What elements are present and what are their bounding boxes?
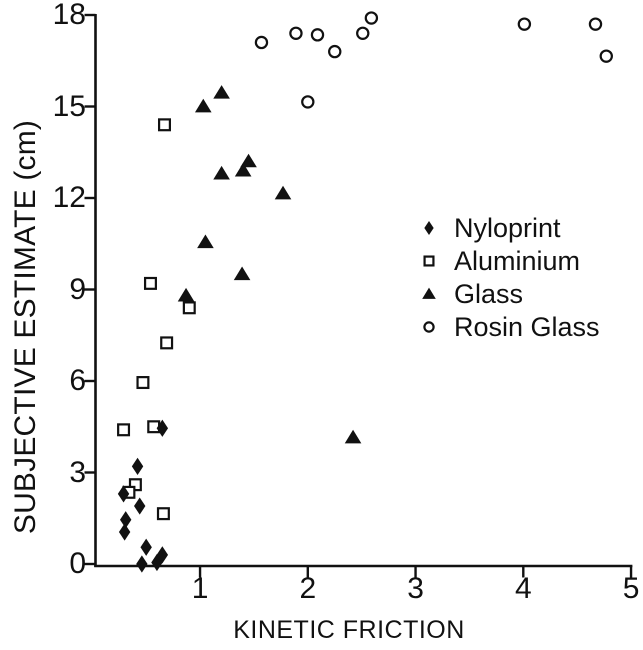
x-tick-label: 4	[514, 572, 532, 605]
legend-marker-open-circle	[423, 321, 435, 333]
point-rosin-glass	[310, 28, 325, 42]
point-glass	[233, 266, 251, 281]
point-rosin-glass	[599, 49, 613, 63]
legend-marker-shape	[423, 321, 435, 333]
y-tick-label: 0	[69, 547, 86, 580]
x-axis-title: KINETIC FRICTION	[233, 616, 465, 644]
legend-label-aluminium: Aluminium	[454, 245, 581, 276]
point-glass	[234, 162, 252, 177]
point-nyloprint	[118, 523, 131, 541]
legend-marker-shape	[424, 220, 434, 236]
y-tick-label: 9	[69, 272, 86, 306]
legend-label-nyloprint: Nyloprint	[454, 212, 561, 243]
x-tick-label: 5	[622, 572, 640, 605]
legend-marker-shape	[422, 287, 436, 299]
legend-item-aluminium: Aluminium	[418, 245, 580, 278]
point-glass	[194, 98, 212, 113]
point-nyloprint	[117, 485, 130, 503]
point-glass	[177, 287, 195, 302]
x-tick-label: 3	[407, 572, 424, 605]
point-nyloprint	[120, 511, 132, 529]
point-rosin-glass	[364, 11, 379, 25]
point-rosin-glass	[289, 26, 303, 40]
y-tick-label: 12	[52, 181, 86, 214]
point-rosin-glass	[517, 17, 532, 31]
point-aluminium	[147, 420, 161, 434]
legend-marker-filled-triangle	[422, 287, 436, 299]
point-glass	[344, 429, 362, 444]
point-nyloprint	[131, 457, 144, 475]
point-glass	[213, 165, 230, 180]
point-aluminium	[182, 301, 196, 315]
point-rosin-glass	[254, 35, 269, 50]
point-aluminium	[117, 423, 131, 437]
point-rosin-glass	[301, 95, 315, 109]
point-aluminium	[157, 118, 171, 132]
point-nyloprint	[140, 538, 152, 556]
point-aluminium	[136, 376, 150, 390]
x-tick-label: 2	[299, 572, 317, 605]
point-glass	[197, 234, 214, 249]
y-tick-label: 3	[69, 455, 86, 489]
y-tick-label: 6	[69, 364, 86, 397]
legend-marker-filled-diamond	[424, 220, 434, 236]
legend-item-nyloprint: Nyloprint	[418, 212, 561, 245]
point-aluminium	[156, 507, 170, 521]
point-glass	[274, 185, 292, 200]
point-nyloprint	[134, 497, 146, 515]
legend-marker-open-square	[423, 255, 435, 267]
point-glass	[240, 153, 257, 168]
y-tick-label: 18	[52, 0, 86, 31]
point-nyloprint	[156, 419, 169, 437]
legend-marker-shape	[423, 255, 435, 267]
point-aluminium	[143, 276, 157, 290]
point-rosin-glass	[328, 44, 342, 59]
point-rosin-glass	[356, 26, 370, 40]
y-tick-label: 15	[52, 89, 86, 123]
legend-label-rosin-glass: Rosin Glass	[454, 311, 600, 342]
legend-item-rosin-glass: Rosin Glass	[418, 311, 600, 344]
point-rosin-glass	[588, 17, 603, 31]
legend-item-glass: Glass	[418, 278, 523, 311]
legend-label-glass: Glass	[454, 278, 524, 309]
x-tick-label: 1	[191, 572, 209, 605]
point-nyloprint	[136, 555, 148, 573]
point-nyloprint	[156, 546, 169, 564]
point-glass	[213, 85, 230, 99]
point-aluminium	[160, 336, 174, 350]
